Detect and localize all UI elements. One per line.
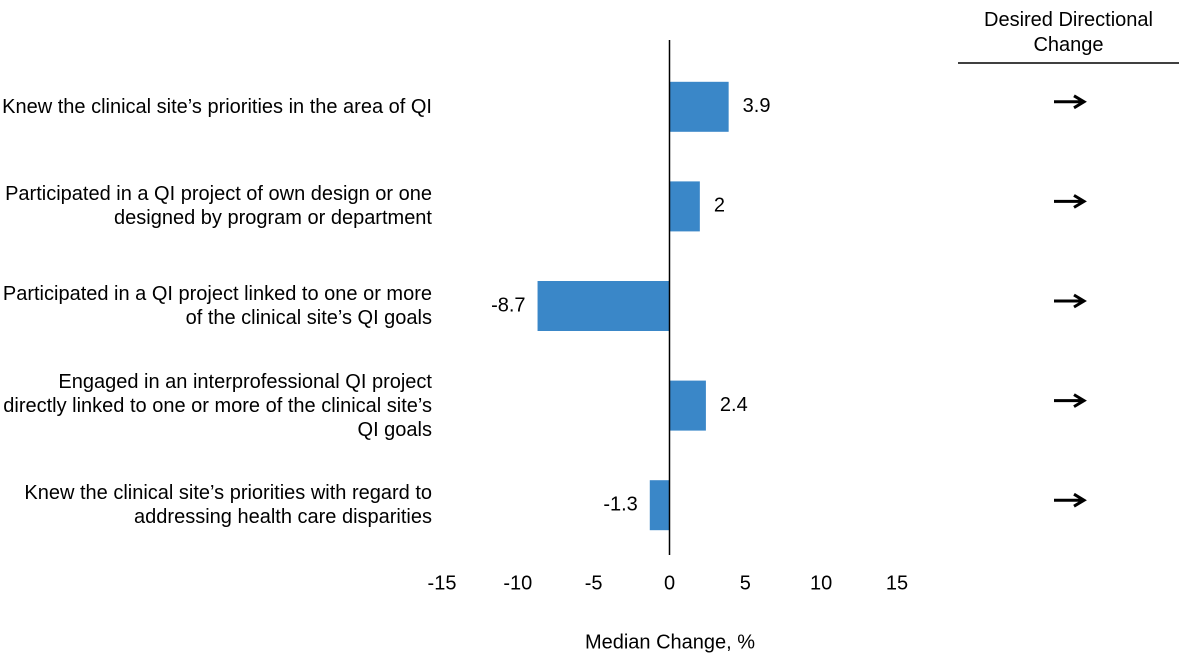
value-label: -1.3 bbox=[603, 493, 637, 515]
direction-arrow bbox=[1054, 94, 1087, 110]
x-axis-title: Median Change, % bbox=[585, 631, 755, 653]
x-tick-label: 15 bbox=[886, 572, 908, 594]
bar bbox=[669, 81, 729, 132]
direction-arrow bbox=[1054, 293, 1087, 309]
x-tick-label: 0 bbox=[664, 572, 675, 594]
x-tick-label: -15 bbox=[428, 572, 457, 594]
category-label: Engaged in an interprofessional QI proje… bbox=[3, 370, 432, 441]
category-label: Participated in a QI project linked to o… bbox=[2, 283, 432, 329]
value-label: 2.4 bbox=[720, 394, 748, 416]
x-tick-label: 10 bbox=[810, 572, 832, 594]
bar bbox=[669, 181, 700, 232]
value-label: -8.7 bbox=[491, 294, 525, 316]
value-label: 2 bbox=[714, 195, 725, 217]
direction-arrow bbox=[1054, 194, 1087, 209]
direction-arrow bbox=[1054, 393, 1087, 408]
direction-arrow bbox=[1054, 492, 1087, 508]
value-label: 3.9 bbox=[743, 95, 771, 117]
side-header: Desired Directional Change bbox=[984, 9, 1153, 56]
x-tick-label: -5 bbox=[585, 572, 603, 594]
category-label: Knew the clinical site’s priorities in t… bbox=[2, 95, 432, 118]
x-tick-label: -10 bbox=[503, 572, 532, 594]
bar bbox=[649, 480, 670, 531]
category-label: Knew the clinical site’s priorities with… bbox=[24, 482, 432, 529]
category-label: Participated in a QI project of own desi… bbox=[5, 183, 432, 230]
x-tick-label: 5 bbox=[740, 572, 751, 594]
bar bbox=[669, 380, 706, 431]
bar bbox=[537, 281, 670, 331]
